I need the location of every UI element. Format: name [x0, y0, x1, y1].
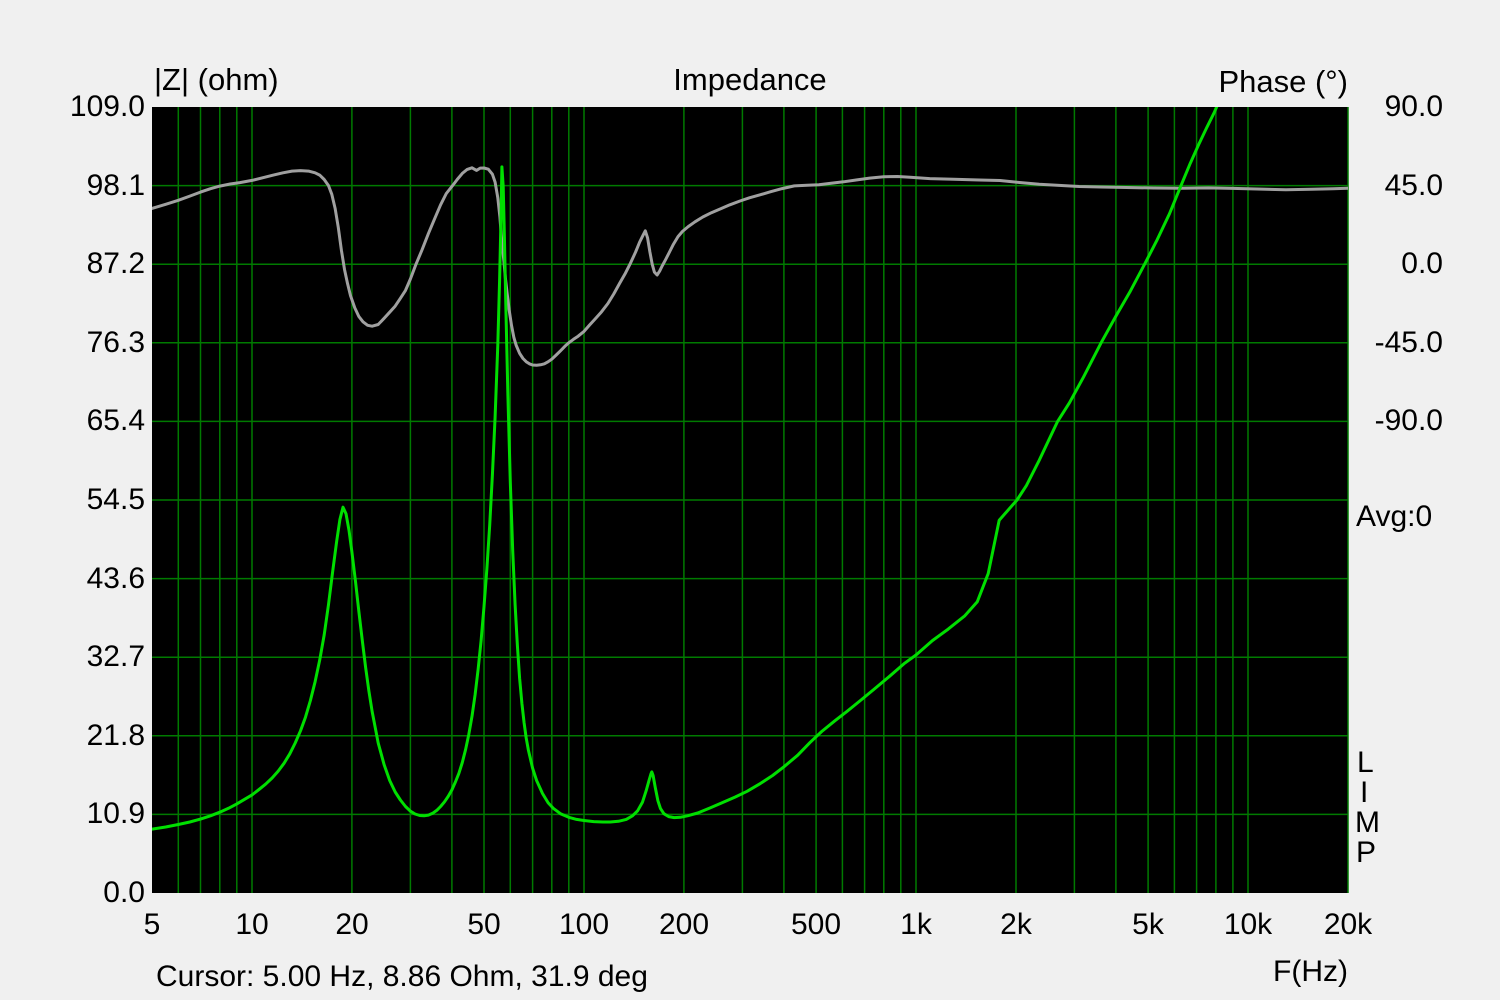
y-left-tick-label: 10.9	[86, 797, 145, 830]
x-tick-label: 50	[467, 908, 501, 941]
y-left-tick-label: 98.1	[86, 169, 145, 202]
limp-watermark-letter: M	[1355, 806, 1380, 839]
y-left-tick-label: 43.6	[86, 562, 145, 595]
y-right-tick-label: -45.0	[1374, 326, 1443, 359]
y-right-tick-label: -90.0	[1374, 404, 1443, 437]
x-tick-label: 20	[335, 908, 369, 941]
x-tick-label: 5k	[1132, 908, 1164, 941]
chart-title: Impedance	[673, 62, 827, 97]
y-left-tick-label: 109.0	[69, 90, 145, 123]
y-right-tick-label: 90.0	[1384, 90, 1443, 123]
x-tick-label: 1k	[900, 908, 932, 941]
limp-watermark-letter: I	[1360, 776, 1369, 809]
y-left-tick-label: 54.5	[86, 483, 145, 516]
x-tick-label: 5	[143, 908, 161, 941]
limp-watermark-letter: L	[1357, 746, 1374, 779]
y-left-tick-label: 87.2	[86, 247, 145, 280]
impedance_magnitude-curve	[152, 107, 1219, 831]
y-left-tick-label: 21.8	[86, 719, 145, 752]
x-tick-label: 200	[658, 908, 710, 941]
x-tick-label: 10k	[1223, 908, 1273, 941]
x-tick-label: 10	[235, 908, 269, 941]
right-axis-title: Phase (°)	[1218, 64, 1348, 99]
y-left-tick-label: 0.0	[103, 876, 145, 909]
x-tick-label: 100	[558, 908, 610, 941]
phase-curve	[152, 166, 1348, 367]
phase-average-label: Avg:0	[1356, 500, 1433, 533]
y-right-tick-label: 0.0	[1401, 247, 1443, 280]
y-left-tick-label: 76.3	[86, 326, 145, 359]
cursor-readout: Cursor: 5.00 Hz, 8.86 Ohm, 31.9 deg	[156, 960, 648, 993]
limp-watermark-letter: P	[1356, 836, 1377, 869]
x-axis-title: F(Hz)	[1273, 955, 1348, 988]
x-tick-label: 20k	[1323, 908, 1373, 941]
x-tick-label: 500	[790, 908, 842, 941]
left-axis-title: |Z| (ohm)	[154, 62, 279, 97]
y-right-tick-label: 45.0	[1384, 169, 1443, 202]
x-tick-label: 2k	[1000, 908, 1032, 941]
y-left-tick-label: 32.7	[86, 640, 145, 673]
y-left-tick-label: 65.4	[86, 404, 145, 437]
